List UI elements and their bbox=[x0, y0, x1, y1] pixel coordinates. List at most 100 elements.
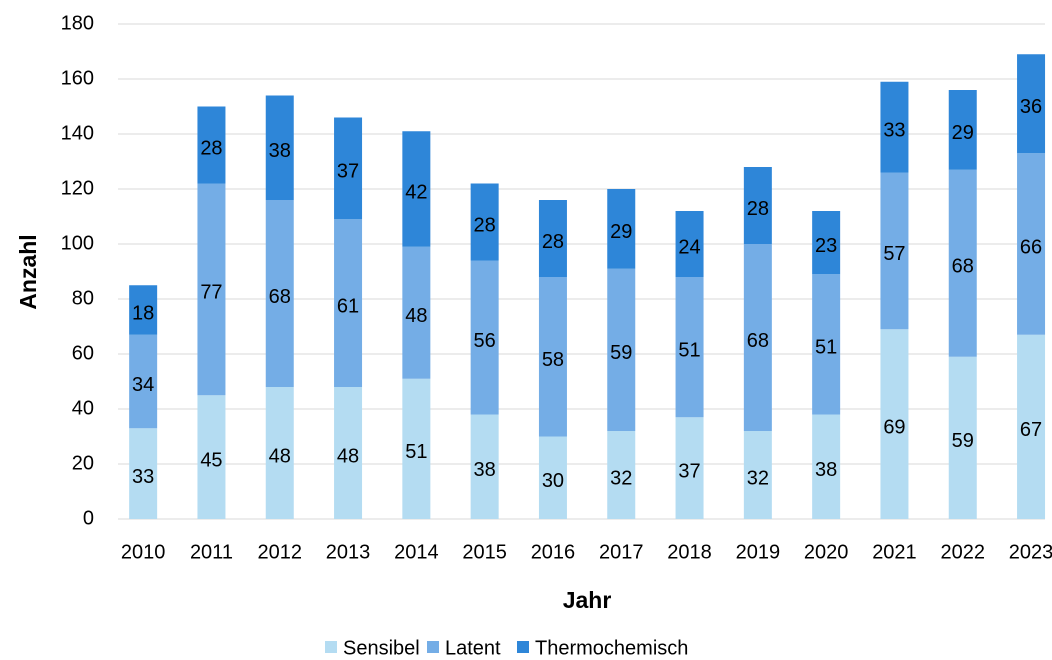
bar-segment bbox=[607, 189, 636, 269]
bar-segment bbox=[538, 277, 567, 437]
data-label: 77 bbox=[200, 282, 222, 304]
data-label: 45 bbox=[200, 449, 222, 471]
data-label: 56 bbox=[474, 330, 496, 352]
data-label: 42 bbox=[405, 181, 427, 203]
bar-segment bbox=[129, 285, 158, 335]
y-tick-label: 40 bbox=[72, 397, 94, 419]
y-tick-label: 80 bbox=[72, 287, 94, 309]
x-tick-label: 2011 bbox=[190, 541, 233, 563]
y-tick-label: 140 bbox=[61, 122, 94, 144]
bar-segment bbox=[129, 334, 158, 429]
data-label: 48 bbox=[405, 305, 427, 327]
data-label: 38 bbox=[815, 459, 837, 481]
bar-segment bbox=[470, 414, 499, 519]
y-tick-label: 20 bbox=[72, 452, 94, 474]
y-axis-label: Anzahl bbox=[15, 234, 41, 309]
data-label: 48 bbox=[337, 445, 359, 467]
x-axis-label: Jahr bbox=[563, 587, 612, 613]
data-label: 38 bbox=[269, 140, 291, 162]
bar-segment bbox=[880, 172, 909, 330]
x-tick-label: 2023 bbox=[1009, 541, 1052, 563]
data-label: 29 bbox=[952, 122, 974, 144]
bar-segment bbox=[1017, 153, 1046, 335]
bar-segment bbox=[948, 356, 977, 519]
bar-segment bbox=[402, 131, 431, 247]
y-tick-label: 120 bbox=[61, 177, 94, 199]
bar-segment bbox=[197, 106, 226, 184]
bar-segment bbox=[607, 431, 636, 519]
x-tick-label: 2019 bbox=[736, 541, 781, 563]
data-label: 61 bbox=[337, 295, 359, 317]
bar-segment bbox=[265, 200, 294, 387]
data-label: 34 bbox=[132, 374, 154, 396]
data-label: 57 bbox=[883, 243, 905, 265]
data-label: 66 bbox=[1020, 236, 1042, 258]
bar-segment bbox=[197, 183, 226, 396]
x-tick-label: 2020 bbox=[804, 541, 849, 563]
bar-segment bbox=[470, 183, 499, 261]
data-label: 28 bbox=[200, 137, 222, 159]
bar-segment bbox=[538, 200, 567, 277]
x-tick-label: 2010 bbox=[121, 541, 166, 563]
data-label: 32 bbox=[747, 467, 769, 489]
legend-label: Latent bbox=[445, 637, 501, 659]
x-tick-label: 2012 bbox=[258, 541, 303, 563]
bar-segment bbox=[675, 277, 704, 418]
data-label: 18 bbox=[132, 302, 154, 324]
x-tick-label: 2022 bbox=[941, 541, 986, 563]
bar-segment bbox=[538, 436, 567, 519]
data-label: 32 bbox=[610, 467, 632, 489]
data-label: 51 bbox=[405, 441, 427, 463]
bar-segment bbox=[197, 395, 226, 519]
bar-segment bbox=[812, 211, 841, 275]
bar-segment bbox=[129, 428, 158, 519]
x-tick-label: 2017 bbox=[599, 541, 644, 563]
y-tick-label: 0 bbox=[83, 507, 94, 529]
bar-segment bbox=[675, 211, 704, 277]
data-label: 51 bbox=[815, 337, 837, 359]
legend-swatch bbox=[427, 641, 439, 653]
bar-segment bbox=[743, 167, 772, 244]
y-tick-label: 60 bbox=[72, 342, 94, 364]
data-label: 67 bbox=[1020, 419, 1042, 441]
bar-segment bbox=[334, 117, 363, 220]
data-label: 48 bbox=[269, 445, 291, 467]
data-label: 68 bbox=[747, 330, 769, 352]
data-label: 38 bbox=[474, 459, 496, 481]
data-label: 33 bbox=[883, 119, 905, 141]
data-label: 36 bbox=[1020, 96, 1042, 118]
data-label: 51 bbox=[678, 339, 700, 361]
bar-segment bbox=[402, 378, 431, 519]
data-label: 28 bbox=[542, 231, 564, 253]
legend-label: Thermochemisch bbox=[535, 637, 688, 659]
bar-segment bbox=[265, 95, 294, 200]
bar-segment bbox=[334, 387, 363, 519]
x-tick-label: 2016 bbox=[531, 541, 576, 563]
data-label: 37 bbox=[337, 161, 359, 183]
bar-segment bbox=[402, 246, 431, 379]
x-tick-label: 2015 bbox=[462, 541, 507, 563]
data-label: 69 bbox=[883, 416, 905, 438]
bar-segment bbox=[470, 260, 499, 415]
bar-segment bbox=[812, 414, 841, 519]
bar-segment bbox=[1017, 54, 1046, 154]
bar-segment bbox=[1017, 334, 1046, 519]
data-label: 24 bbox=[678, 236, 700, 258]
bar-segment bbox=[812, 274, 841, 415]
y-tick-label: 100 bbox=[61, 232, 94, 254]
bar-segment bbox=[948, 169, 977, 357]
bar-segment bbox=[334, 219, 363, 387]
bar-segment bbox=[607, 268, 636, 431]
data-label: 37 bbox=[678, 460, 700, 482]
x-tick-label: 2014 bbox=[394, 541, 439, 563]
bar-segment bbox=[265, 387, 294, 519]
bar-segment bbox=[675, 417, 704, 519]
data-label: 30 bbox=[542, 470, 564, 492]
legend-label: Sensibel bbox=[343, 637, 420, 659]
data-label: 29 bbox=[610, 221, 632, 243]
data-label: 68 bbox=[952, 256, 974, 278]
data-label: 28 bbox=[474, 214, 496, 236]
data-label: 28 bbox=[747, 198, 769, 220]
bar-segment bbox=[743, 431, 772, 519]
